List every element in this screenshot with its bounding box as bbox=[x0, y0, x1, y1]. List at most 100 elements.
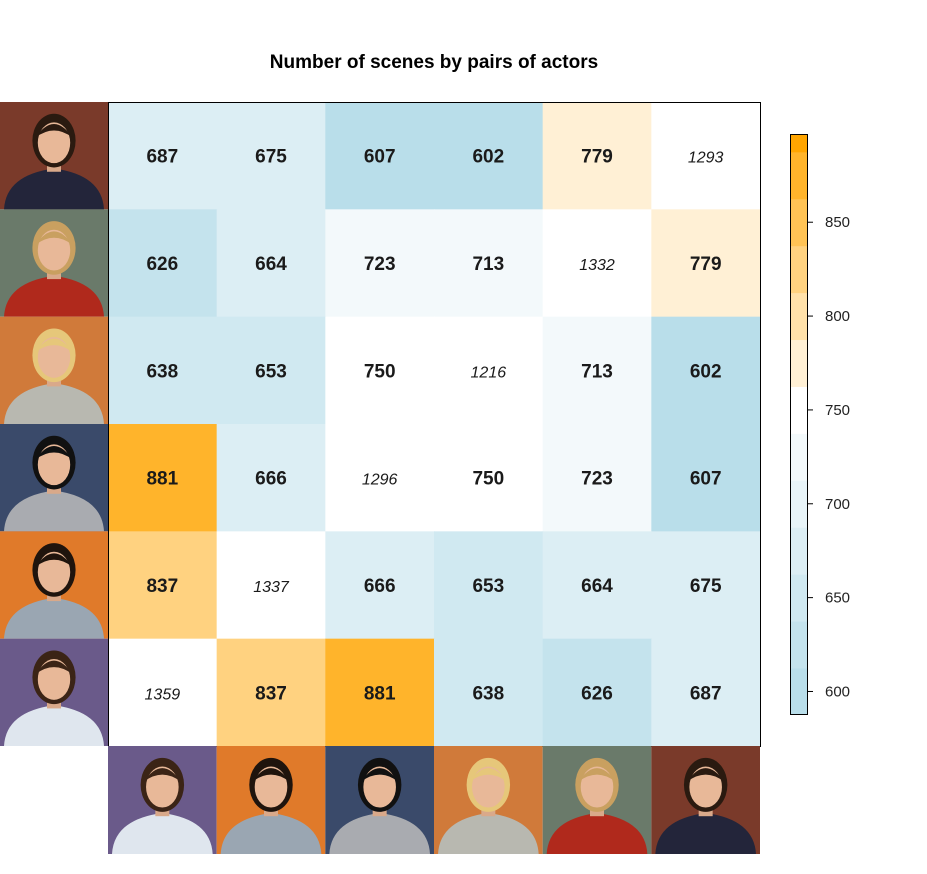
heatmap-cell bbox=[216, 209, 326, 318]
cell-value-label: 750 bbox=[364, 361, 396, 382]
colorbar-bin bbox=[790, 198, 807, 247]
colorbar-bin bbox=[790, 245, 807, 294]
cell-value-label: 837 bbox=[146, 576, 178, 597]
cell-value-label: 779 bbox=[690, 254, 722, 275]
cell-value-label: 607 bbox=[690, 469, 722, 490]
column-portraits bbox=[108, 746, 760, 854]
cell-value-label: 626 bbox=[581, 683, 613, 704]
monica-portrait bbox=[325, 746, 434, 854]
heatmap-cell bbox=[542, 531, 652, 640]
phoebe-portrait bbox=[0, 316, 108, 424]
colorbar-bin bbox=[790, 527, 807, 575]
cell-value-label: 687 bbox=[690, 683, 722, 704]
cell-value-label: 750 bbox=[472, 469, 504, 490]
cell-value-label: 664 bbox=[255, 254, 287, 275]
heatmap-cell bbox=[108, 102, 218, 210]
colorbar-bin bbox=[790, 292, 807, 341]
chandler-portrait bbox=[108, 746, 217, 854]
cell-value-label: 653 bbox=[472, 576, 504, 597]
heatmap-cell bbox=[434, 531, 544, 640]
heatmap-cell bbox=[216, 316, 326, 425]
heatmap-cell bbox=[434, 102, 544, 210]
heatmap-cell bbox=[434, 424, 544, 532]
colorbar-tick-label: 750 bbox=[825, 402, 850, 419]
colorbar-tick-label: 650 bbox=[825, 590, 850, 607]
heatmap-cell bbox=[434, 638, 544, 747]
heatmap-cell bbox=[108, 531, 218, 640]
heatmap-cell bbox=[542, 638, 652, 747]
heatmap-cell bbox=[434, 209, 544, 318]
colorbar-bin bbox=[790, 339, 807, 387]
heatmap-cell bbox=[325, 316, 435, 425]
colorbar-tick-label: 850 bbox=[825, 214, 850, 231]
colorbar-bin bbox=[790, 621, 807, 669]
heatmap-cell bbox=[108, 316, 218, 425]
heatmap-cell bbox=[542, 316, 652, 425]
cell-value-label: 1332 bbox=[579, 257, 615, 274]
row-portraits bbox=[0, 102, 108, 746]
cell-value-label: 666 bbox=[255, 469, 287, 490]
cell-value-label: 1337 bbox=[253, 579, 290, 596]
heatmap-cell bbox=[651, 316, 761, 425]
heatmap-cell bbox=[651, 209, 761, 318]
colorbar-bin bbox=[790, 668, 807, 715]
cell-value-label: 602 bbox=[472, 147, 504, 168]
colorbar-tick-label: 600 bbox=[825, 683, 850, 700]
cell-value-label: 638 bbox=[472, 683, 504, 704]
colorbar-tick-label: 800 bbox=[825, 308, 850, 325]
heatmap-cell bbox=[108, 638, 218, 747]
colorbar-bin bbox=[790, 433, 807, 481]
cell-value-label: 687 bbox=[146, 147, 178, 168]
cell-value-label: 638 bbox=[146, 361, 178, 382]
heatmap-cell bbox=[325, 209, 435, 318]
cell-value-label: 666 bbox=[364, 576, 396, 597]
heatmap-cell bbox=[216, 531, 326, 640]
colorbar-bin bbox=[790, 480, 807, 528]
phoebe-portrait bbox=[434, 746, 543, 854]
ross-portrait bbox=[0, 102, 108, 210]
cell-value-label: 675 bbox=[690, 576, 722, 597]
cell-value-label: 602 bbox=[690, 361, 722, 382]
cell-value-label: 713 bbox=[581, 361, 613, 382]
heatmap-cell bbox=[216, 102, 326, 210]
cell-value-label: 1216 bbox=[471, 364, 507, 381]
cell-value-label: 837 bbox=[255, 683, 287, 704]
heatmap-cell bbox=[651, 424, 761, 532]
heatmap-value-labels: 687 675 607 602 779 1293 626 664 723 713 1332 779 63… bbox=[145, 147, 724, 705]
colorbar-bin bbox=[790, 151, 807, 200]
heatmap-cell bbox=[434, 316, 544, 425]
heatmap-cell bbox=[542, 102, 652, 210]
heatmap-cell bbox=[651, 638, 761, 747]
heatmap-cell bbox=[108, 209, 218, 318]
monica-portrait bbox=[0, 424, 108, 532]
heatmap-cell bbox=[325, 424, 435, 532]
heatmap-cell bbox=[325, 638, 435, 747]
rachel-portrait bbox=[542, 746, 652, 854]
cell-value-label: 607 bbox=[364, 147, 396, 168]
heatmap-cell bbox=[542, 424, 652, 532]
cell-value-label: 723 bbox=[364, 254, 396, 275]
cell-value-label: 653 bbox=[255, 361, 287, 382]
cell-value-label: 1296 bbox=[362, 472, 398, 489]
heatmap-cell bbox=[651, 102, 761, 210]
cell-value-label: 881 bbox=[146, 469, 178, 490]
cell-value-label: 675 bbox=[255, 147, 287, 168]
heatmap-cell bbox=[216, 638, 326, 747]
heatmap-cell bbox=[108, 424, 218, 532]
cell-value-label: 626 bbox=[146, 254, 178, 275]
cell-value-label: 723 bbox=[581, 469, 613, 490]
ross-portrait bbox=[651, 746, 760, 854]
cell-value-label: 779 bbox=[581, 147, 613, 168]
colorbar-bin bbox=[790, 134, 807, 153]
heatmap-cell bbox=[325, 531, 435, 640]
colorbar-bin bbox=[790, 574, 807, 622]
colorbar: 600 650 700 750 800 850 bbox=[790, 134, 850, 715]
heatmap-cells bbox=[108, 102, 761, 747]
heatmap-cell bbox=[651, 531, 761, 640]
heatmap-cell bbox=[325, 102, 435, 210]
joey-portrait bbox=[216, 746, 326, 854]
chandler-portrait bbox=[0, 638, 108, 746]
colorbar-tick-label: 700 bbox=[825, 496, 850, 513]
cell-value-label: 1293 bbox=[688, 150, 724, 167]
